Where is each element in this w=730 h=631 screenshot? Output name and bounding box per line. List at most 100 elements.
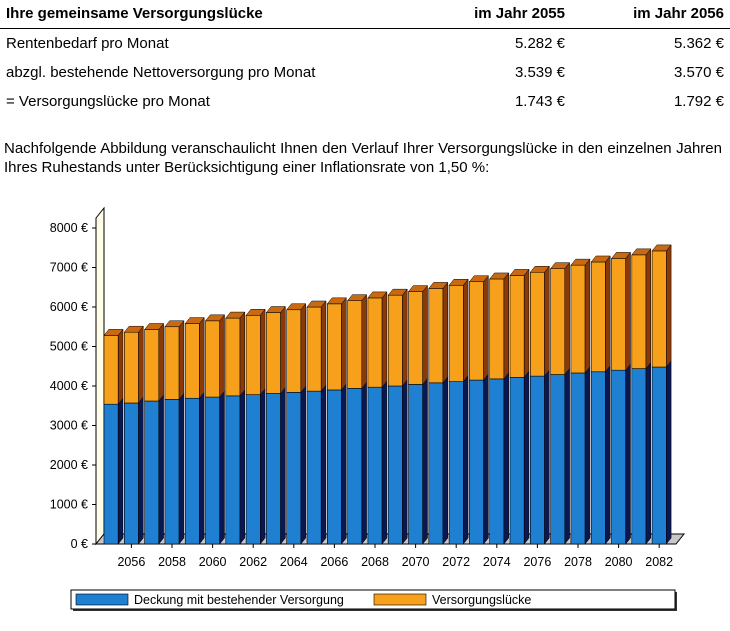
intro-paragraph: Nachfolgende Abbildung veranschaulicht I… <box>4 140 722 176</box>
row-value-2055: 3.539 € <box>514 64 565 81</box>
bar-2079 <box>590 255 611 545</box>
bar-coverage <box>184 397 200 545</box>
bar-2060 <box>204 314 226 545</box>
bar-gap-side <box>117 328 124 405</box>
bar-top <box>367 291 388 299</box>
bar-top <box>347 294 368 301</box>
bar-gap <box>367 297 383 388</box>
bar-top <box>428 282 449 289</box>
x-tick-label: 2072 <box>442 555 470 569</box>
gap-summary-table: Ihre gemeinsame Versorgungslücke im Jahr… <box>0 0 730 116</box>
legend-swatch-gap <box>373 593 427 606</box>
bar-gap <box>469 281 484 381</box>
bar-gap <box>428 288 444 384</box>
bar-gap <box>387 294 403 387</box>
bar-gap <box>611 258 626 371</box>
bar-gap-side <box>666 244 672 368</box>
bar-gap <box>550 268 566 375</box>
y-tick-label: 3000 € <box>50 419 88 433</box>
y-tick-label: 5000 € <box>50 340 88 354</box>
bar-gap-side <box>361 293 367 390</box>
bar-gap-side <box>442 281 449 384</box>
x-tick-label: 2082 <box>645 555 673 569</box>
bar-coverage-side <box>239 389 246 545</box>
table-row: abzgl. bestehende Nettoversorgung pro Mo… <box>0 58 730 87</box>
y-tick-label: 6000 € <box>50 300 88 314</box>
bar-coverage-side <box>544 369 550 545</box>
bar-2080 <box>610 251 632 545</box>
bar-gap <box>266 312 281 394</box>
legend-box <box>70 589 676 610</box>
bar-2077 <box>550 261 571 545</box>
bar-top <box>448 279 469 286</box>
bar-2069 <box>387 288 408 545</box>
bar-2082 <box>651 244 672 545</box>
row-label: = Versorgungslücke pro Monat <box>6 93 210 110</box>
bar-top <box>286 303 307 311</box>
bar-gap <box>205 320 220 398</box>
bar-coverage <box>205 396 220 545</box>
row-label: Rentenbedarf pro Monat <box>6 35 169 52</box>
bar-coverage <box>306 390 322 545</box>
bar-2063 <box>265 305 286 545</box>
row-value-2056: 1.792 € <box>673 93 724 110</box>
bar-coverage-side <box>260 387 266 545</box>
y-tick-label: 0 € <box>71 537 88 551</box>
bar-gap <box>103 335 119 405</box>
bar-top <box>123 325 144 333</box>
bar-coverage-side <box>320 384 327 545</box>
bar-top <box>570 258 591 266</box>
x-tick-label: 2068 <box>361 555 389 569</box>
bar-coverage-side <box>117 397 124 545</box>
bar-gap <box>245 314 261 395</box>
x-tick-label: 2064 <box>280 555 308 569</box>
x-tick-label: 2056 <box>117 555 145 569</box>
bar-2078 <box>570 258 591 545</box>
bar-gap-side <box>584 258 591 374</box>
bar-coverage <box>408 384 423 545</box>
bar-2055 <box>103 328 124 545</box>
bar-gap-side <box>402 288 408 387</box>
bar-gap-side <box>320 300 327 392</box>
bar-gap <box>306 306 322 392</box>
bar-coverage <box>550 374 566 545</box>
bar-2071 <box>428 281 449 545</box>
bar-coverage <box>631 368 647 545</box>
table-header-title: Ihre gemeinsame Versorgungslücke <box>0 0 412 29</box>
row-value-2055: 1.743 € <box>514 93 565 110</box>
bar-gap <box>164 326 180 400</box>
bar-gap-side <box>503 272 509 380</box>
bar-coverage-side <box>300 385 306 545</box>
table-row: = Versorgungslücke pro Monat 1.743 € 1.7… <box>0 87 730 116</box>
bar-gap <box>184 323 200 399</box>
x-tick-label: 2058 <box>158 555 186 569</box>
bar-coverage <box>489 378 505 545</box>
table-row: Rentenbedarf pro Monat 5.282 € 5.362 € <box>0 29 730 59</box>
bar-gap-side <box>260 308 266 396</box>
bar-coverage-side <box>666 360 672 545</box>
x-tick-label: 2074 <box>483 555 511 569</box>
bar-2056 <box>123 325 144 545</box>
bar-gap-side <box>280 305 286 395</box>
bar-gap-side <box>463 278 469 383</box>
bar-gap <box>225 317 241 397</box>
bar-coverage-side <box>564 367 570 545</box>
bar-coverage-side <box>422 377 428 545</box>
bar-gap <box>326 303 342 391</box>
bar-coverage <box>164 399 180 545</box>
bar-top <box>631 248 652 256</box>
bar-coverage <box>428 382 444 545</box>
y-tick-label: 7000 € <box>50 261 88 275</box>
bar-top <box>590 255 611 263</box>
bar-coverage <box>570 372 586 545</box>
bar-2075 <box>509 268 530 545</box>
bar-gap-side <box>422 284 428 386</box>
bar-2068 <box>367 291 388 545</box>
bar-2065 <box>306 300 327 545</box>
x-tick-label: 2060 <box>199 555 227 569</box>
bar-gap-side <box>483 275 489 381</box>
bar-gap <box>529 271 545 377</box>
bar-gap <box>631 254 647 369</box>
bar-gap-side <box>178 320 185 401</box>
bar-gap-side <box>300 303 306 394</box>
